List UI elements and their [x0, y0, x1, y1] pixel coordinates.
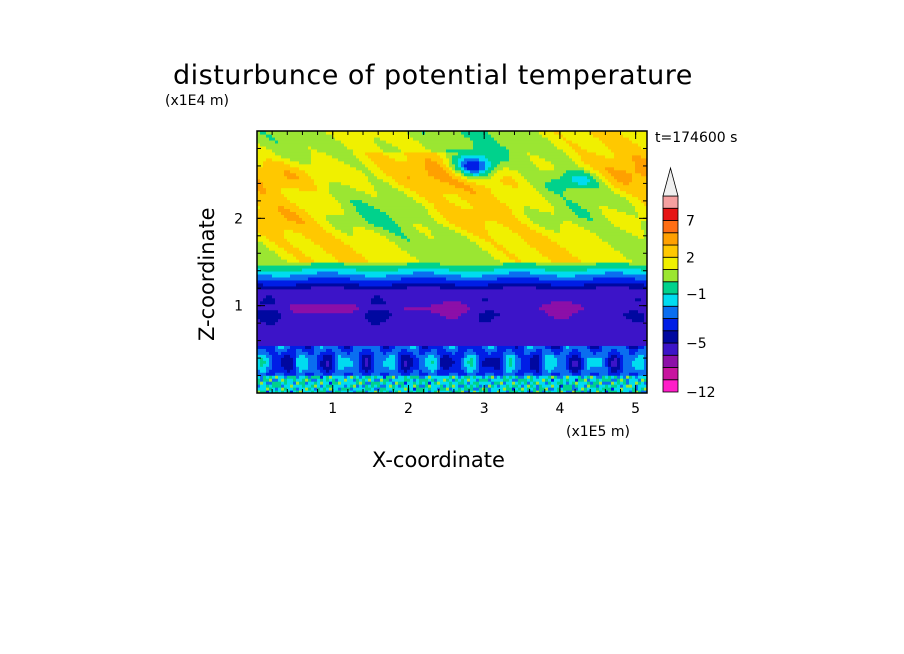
contour-field: [257, 131, 648, 394]
